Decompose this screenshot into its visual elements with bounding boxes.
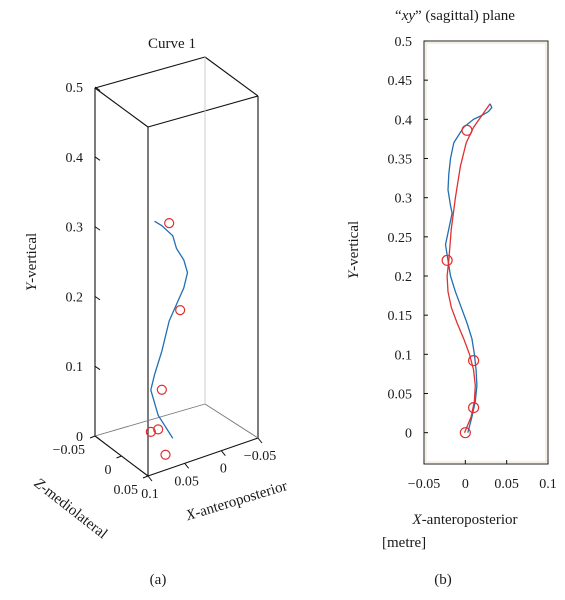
panel-b-y-tick-label: 0.15 [388,309,413,324]
panel-a-x-tick-label: 0.1 [141,487,159,502]
panel-a-x-tick-mark [184,463,190,469]
panel-b-y-label: Y-vertical [346,221,362,279]
panel-a-x-label: X-anteroposterior [183,478,289,524]
panel-b-marker [468,402,480,414]
floor-back-right [204,403,259,439]
panel-b-caption: (b) [434,572,452,588]
panel-a-z-tick-label: −0.05 [53,443,85,458]
panel-a-y-tick-label: 0.3 [66,221,84,236]
panel-a-y-label-var: Y [24,281,40,291]
panel-b-x-label: X-anteroposterior [412,512,518,528]
panel-a-x-tick-mark [220,450,226,456]
panel-a-y-tick-label: 0.4 [66,151,84,166]
panel-a-y-tick-mark [94,226,101,231]
panel-b-series-line [444,103,493,433]
panel-b-series [441,103,493,439]
panel-a-y-tick-label: 0.2 [66,290,84,305]
panel-b-y-tick-label: 0.25 [388,231,413,246]
panel-a-z-tick-label: 0 [105,463,112,478]
box-edge-front-top-left [94,87,149,128]
floor-back-left [94,403,206,437]
panel-b-y-tick-label: 0.3 [395,192,413,207]
panel-a-z-label: Z-mediolateral [31,475,110,542]
panel-a-box [94,56,259,477]
panel-a-y-label: Y-vertical [24,233,40,291]
panel-b-plot-frame [423,40,549,465]
panel-a-marker [156,384,167,395]
panel-a-z-ticks: −0.05 00.05 [53,435,149,498]
panel-a-z-tick-mark [89,435,96,439]
panel-b-x-ticks: −0.05 0 0.05 0.1 [408,460,557,492]
panel-b-y-ticks: 0 0.05 0.1 0.15 0.2 0.25 0.3 0.35 0.4 0.45 0.5 [388,35,428,442]
box-edge-bottom-right [147,437,259,477]
panel-a-marker [153,424,164,435]
panel-b-title-quote: “ [395,8,402,24]
panel-a-y-label-text: -vertical [24,233,40,283]
panel-a-z-tick-mark [116,455,122,459]
panel-b-marker [441,254,453,266]
panel-b-unit-label: [metre] [382,535,426,551]
panel-b-x-tick-label: 0.05 [494,477,519,492]
panel-b-y-label-text: -vertical [346,221,362,271]
panel-a: Curve 1 00.10.20.30.40.5 0.10.050−0.05 −… [24,36,289,588]
panel-b-x-tick-label: 0.1 [539,477,557,492]
panel-b-y-tick-label: 0.35 [388,153,413,168]
panel-b-inner-frame [425,42,547,463]
panel-a-marker [160,449,171,460]
box-edge-right-top [204,56,259,97]
panel-b-marker [461,124,473,136]
panel-b-y-tick-label: 0.45 [388,74,413,89]
panel-a-x-tick-label: 0 [220,462,227,477]
panel-a-caption: (a) [150,572,167,588]
box-edge-front-top-right [147,95,259,128]
panel-b-x-label-text: -anteroposterior [422,512,518,528]
panel-a-x-tick-mark [147,475,153,482]
panel-a-x-tick-label: −0.05 [244,449,276,464]
panel-a-z-tick-label: 0.05 [114,483,139,498]
panel-b-y-tick-label: 0.5 [395,35,413,50]
panel-a-y-tick-mark [94,435,101,440]
panel-a-curve-line [150,220,189,439]
panel-b-y-tick-label: 0.2 [395,270,413,285]
panel-a-z-label-text: -mediolateral [37,480,110,542]
panel-b-x-tick-label: 0 [462,477,469,492]
panel-b-x-tick-label: −0.05 [408,477,440,492]
panel-a-y-tick-mark [94,365,101,371]
panel-b-title: “xy” (sagittal) plane [395,8,515,24]
panel-a-marker [175,304,186,316]
panel-a-y-tick-mark [94,295,101,301]
box-edge-back-top [94,56,206,89]
panel-a-y-tick-mark [94,86,101,91]
panel-b-title-var: xy [401,8,416,24]
panel-b-x-label-var: X [412,512,423,528]
panel-b-marker [468,355,480,367]
panel-a-y-tick-label: 0.5 [66,81,84,96]
panel-a-title: Curve 1 [148,36,196,52]
panel-a-marker [145,426,156,438]
panel-a-floor-lines [94,57,259,439]
panel-b: “xy” (sagittal) plane 0 0.05 0.1 0.15 0.2 0.2… [346,8,557,588]
panel-a-y-tick-label: 0 [76,430,83,445]
panel-a-y-tick-label: 0.1 [66,360,84,375]
panel-a-marker [164,218,175,229]
panel-b-y-tick-label: 0.05 [388,388,413,403]
panel-a-x-label-text: -anteroposterior [193,478,289,521]
panel-b-title-text: ” (sagittal) plane [415,8,515,24]
panel-b-y-tick-label: 0 [405,427,412,442]
panel-a-x-tick-label: 0.05 [174,474,199,489]
panel-b-y-label-var: Y [346,269,362,279]
panel-b-series-line [446,103,491,433]
panel-a-series [145,218,189,460]
panel-a-y-ticks: 0 0.1 0.2 0.3 0.4 0.5 [66,81,101,445]
panel-b-marker [459,427,471,439]
panel-b-y-tick-label: 0.4 [395,113,413,128]
panel-b-y-tick-label: 0.1 [395,348,413,363]
panel-a-x-tick-mark [257,437,263,444]
panel-a-y-tick-mark [94,156,101,161]
panel-a-z-tick-mark [142,475,149,479]
panel-a-x-ticks: 0.1 0.05 0 −0.05 [141,437,276,502]
